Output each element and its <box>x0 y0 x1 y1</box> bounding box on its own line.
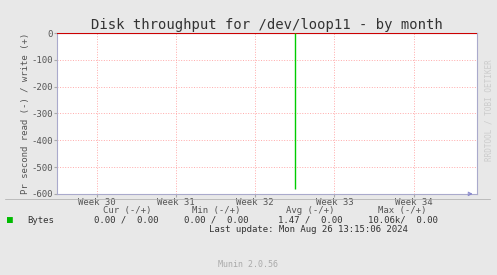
Text: Bytes: Bytes <box>27 216 54 225</box>
Title: Disk throughput for /dev/loop11 - by month: Disk throughput for /dev/loop11 - by mon… <box>91 18 443 32</box>
Text: Cur (-/+): Cur (-/+) <box>102 206 151 215</box>
Y-axis label: Pr second read (-) / write (+): Pr second read (-) / write (+) <box>21 33 30 194</box>
Text: 0.00 /  0.00: 0.00 / 0.00 <box>184 216 248 225</box>
Text: 0.00 /  0.00: 0.00 / 0.00 <box>94 216 159 225</box>
Text: ■: ■ <box>7 215 13 225</box>
Text: Avg (-/+): Avg (-/+) <box>286 206 335 215</box>
Text: RRDTOOL / TOBI OETIKER: RRDTOOL / TOBI OETIKER <box>484 59 493 161</box>
Text: Munin 2.0.56: Munin 2.0.56 <box>219 260 278 269</box>
Text: Min (-/+): Min (-/+) <box>192 206 241 215</box>
Text: Last update: Mon Aug 26 13:15:06 2024: Last update: Mon Aug 26 13:15:06 2024 <box>209 226 408 234</box>
Text: Max (-/+): Max (-/+) <box>378 206 427 215</box>
Text: 1.47 /  0.00: 1.47 / 0.00 <box>278 216 343 225</box>
Text: 10.06k/  0.00: 10.06k/ 0.00 <box>368 216 437 225</box>
